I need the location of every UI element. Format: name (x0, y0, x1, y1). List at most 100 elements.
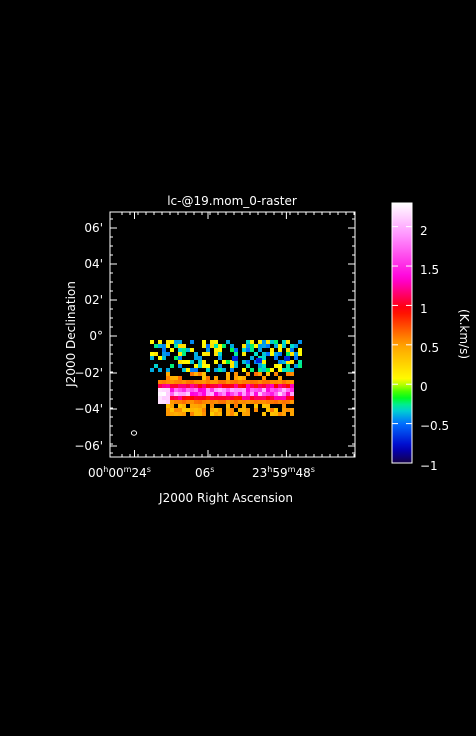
heatmap-pixel (198, 380, 202, 384)
heatmap-pixel (194, 408, 198, 412)
heatmap-pixel (226, 360, 230, 364)
heatmap-pixel (234, 396, 238, 400)
heatmap-pixel (198, 396, 202, 400)
heatmap-pixel (206, 364, 210, 368)
heatmap-pixel (162, 384, 166, 388)
heatmap-pixel (178, 400, 182, 404)
heatmap-pixel (282, 408, 286, 412)
heatmap-pixel (178, 380, 182, 384)
heatmap-pixel (266, 388, 270, 392)
heatmap-pixel (162, 380, 166, 384)
heatmap-pixel (230, 348, 234, 352)
heatmap-pixel (218, 412, 222, 416)
heatmap-pixel (282, 392, 286, 396)
heatmap-pixel (194, 356, 198, 360)
heatmap-pixel (262, 400, 266, 404)
heatmap-pixel (286, 340, 290, 344)
heatmap-pixel (246, 384, 250, 388)
heatmap-pixel (202, 372, 206, 376)
heatmap-pixel (298, 348, 302, 352)
y-tick-label: −02' (74, 366, 103, 380)
heatmap-pixel (202, 384, 206, 388)
heatmap-pixel (246, 392, 250, 396)
heatmap-pixel (270, 392, 274, 396)
heatmap-pixel (162, 352, 166, 356)
heatmap-pixel (242, 412, 246, 416)
heatmap-pixel (258, 380, 262, 384)
heatmap-pixel (250, 388, 254, 392)
heatmap-pixel (182, 348, 186, 352)
heatmap-pixel (170, 412, 174, 416)
heatmap-pixel (158, 384, 162, 388)
heatmap-pixel (178, 364, 182, 368)
heatmap-pixel (206, 388, 210, 392)
heatmap-pixel (174, 408, 178, 412)
heatmap-pixel (230, 380, 234, 384)
heatmap-pixel (274, 388, 278, 392)
heatmap-pixel (166, 404, 170, 408)
heatmap-pixel (150, 352, 154, 356)
heatmap-pixel (246, 348, 250, 352)
heatmap-pixel (286, 348, 290, 352)
heatmap-pixel (230, 384, 234, 388)
heatmap-pixel (258, 396, 262, 400)
heatmap-pixel (186, 348, 190, 352)
heatmap-pixel (262, 364, 266, 368)
heatmap-pixel (234, 360, 238, 364)
heatmap-pixel (290, 348, 294, 352)
heatmap-pixel (206, 380, 210, 384)
heatmap-pixel (206, 396, 210, 400)
heatmap-pixel (234, 372, 238, 376)
heatmap-pixel (198, 384, 202, 388)
heatmap-pixel (218, 352, 222, 356)
heatmap-pixel (278, 352, 282, 356)
heatmap-pixel (202, 360, 206, 364)
heatmap-pixel (214, 408, 218, 412)
heatmap-pixel (258, 400, 262, 404)
heatmap-pixel (214, 400, 218, 404)
heatmap-pixel (290, 384, 294, 388)
heatmap-pixel (242, 352, 246, 356)
heatmap-pixel (234, 376, 238, 380)
heatmap-pixel (262, 392, 266, 396)
heatmap-pixel (250, 380, 254, 384)
plot-frame (109, 211, 356, 458)
heatmap-pixel (230, 400, 234, 404)
heatmap-pixel (262, 388, 266, 392)
heatmap-pixel (266, 404, 270, 408)
heatmap-pixel (190, 372, 194, 376)
heatmap-pixel (266, 408, 270, 412)
heatmap-pixel (230, 388, 234, 392)
heatmap-pixel (254, 344, 258, 348)
heatmap-pixel (270, 396, 274, 400)
y-tick-label: 04' (84, 257, 103, 271)
heatmap-pixel (194, 384, 198, 388)
heatmap-pixel (214, 344, 218, 348)
heatmap-pixel (254, 396, 258, 400)
heatmap-pixel (258, 392, 262, 396)
heatmap-pixel (254, 408, 258, 412)
heatmap-pixel (210, 388, 214, 392)
heatmap-pixel (198, 400, 202, 404)
heatmap-pixel (270, 340, 274, 344)
x-tick-label: 06s (195, 465, 214, 480)
heatmap-pixel (194, 352, 198, 356)
heatmap-pixel (210, 340, 214, 344)
heatmap-pixel (218, 364, 222, 368)
heatmap-pixel (222, 388, 226, 392)
heatmap-pixel (226, 396, 230, 400)
heatmap-pixel (250, 400, 254, 404)
heatmap-pixel (238, 380, 242, 384)
heatmap-pixel (178, 412, 182, 416)
heatmap-pixel (182, 392, 186, 396)
heatmap-pixel (262, 356, 266, 360)
heatmap-pixel (242, 376, 246, 380)
colorbar-tick-label: 0.5 (420, 341, 439, 355)
heatmap-pixel (186, 400, 190, 404)
heatmap-pixel (242, 380, 246, 384)
heatmap-pixel (170, 396, 174, 400)
heatmap-pixel (178, 376, 182, 380)
heatmap-pixel (194, 372, 198, 376)
heatmap-pixel (170, 376, 174, 380)
heatmap-pixel (178, 408, 182, 412)
